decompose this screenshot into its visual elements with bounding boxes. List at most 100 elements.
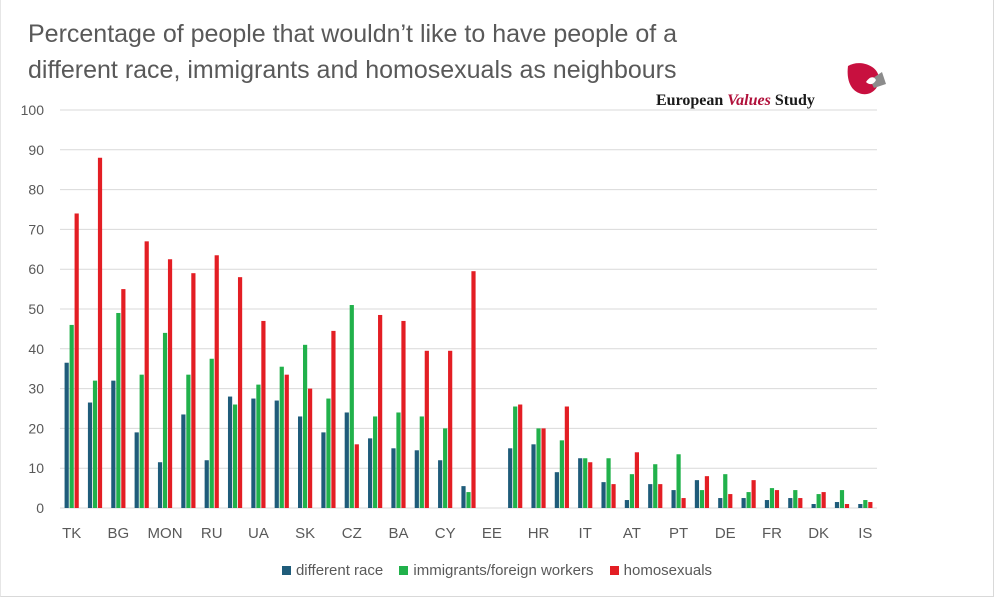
bar-homosexuals-25 [658,484,663,508]
y-tick-label-10: 10 [28,460,44,476]
x-tick-label-at: AT [623,525,641,542]
bar-homosexuals-19 [518,404,523,508]
bar-different-race-6 [204,460,209,508]
bar-different-race-32 [811,504,816,508]
brand-part-2: Values [727,92,771,109]
bar-immigrants-foreign-workers-33 [839,490,845,508]
european-values-study-logo-icon [844,62,890,98]
bar-homosexuals-27 [704,476,710,508]
bar-homosexuals-14 [401,320,406,508]
bar-immigrants-foreign-workers-10 [303,344,308,508]
bar-immigrants-foreign-workers-34 [863,500,868,508]
bar-homosexuals-1 [97,157,103,508]
bar-homosexuals-0 [74,213,79,509]
x-tick-label-fr: FR [762,525,782,542]
legend-label-homosexuals: homosexuals [623,562,713,579]
bar-immigrants-foreign-workers-31 [793,490,798,508]
bar-homosexuals-4 [167,259,173,508]
x-tick-label-tk: TK [62,525,81,542]
legend-swatch-immigrants [399,566,409,575]
bar-different-race-25 [648,484,653,508]
y-tick-label-40: 40 [28,341,44,357]
bar-homosexuals-20 [541,428,546,508]
bar-different-race-11 [321,432,326,508]
bar-different-race-14 [391,448,396,508]
bar-immigrants-foreign-workers-1 [92,380,98,508]
bar-immigrants-foreign-workers-4 [162,332,168,508]
x-tick-label-hr: HR [528,525,550,542]
bar-homosexuals-24 [634,452,639,508]
legend-item-homosexuals: homosexuals [609,562,713,579]
bar-different-race-27 [694,480,700,508]
bar-immigrants-foreign-workers-28 [723,474,728,508]
bar-different-race-10 [298,416,303,508]
bar-homosexuals-13 [378,314,383,508]
bar-immigrants-foreign-workers-20 [536,428,541,508]
bar-homosexuals-9 [284,374,289,508]
bar-different-race-34 [858,504,863,508]
y-tick-label-20: 20 [28,420,44,436]
bar-homosexuals-12 [354,444,359,508]
bar-homosexuals-17 [471,271,476,508]
bar-homosexuals-8 [261,320,266,508]
bar-different-race-21 [554,472,559,508]
bar-immigrants-foreign-workers-29 [746,492,751,508]
x-tick-label-ru: RU [201,525,223,542]
bar-different-race-7 [227,396,233,508]
bar-different-race-20 [531,444,536,508]
bar-immigrants-foreign-workers-6 [209,358,214,508]
y-tick-label-30: 30 [28,381,44,397]
bar-homosexuals-21 [564,406,569,508]
legend-label-different-race: different race [295,562,384,579]
bar-homosexuals-22 [588,462,593,508]
bar-immigrants-foreign-workers-27 [699,490,705,508]
legend-label-immigrants: immigrants/foreign workers [413,562,594,579]
bar-homosexuals-5 [191,273,196,508]
bar-homosexuals-30 [774,490,780,508]
bar-different-race-29 [741,498,746,508]
bar-different-race-9 [274,400,279,508]
bar-homosexuals-7 [237,277,243,508]
chart-title-line-2: different race, immigrants and homosexua… [28,56,677,84]
bar-different-race-26 [671,490,676,508]
chart-title: Percentage of people that wouldn’t like … [28,16,728,88]
bar-immigrants-foreign-workers-24 [629,474,634,508]
bar-homosexuals-16 [448,350,453,508]
x-tick-label-de: DE [715,525,736,542]
y-tick-label-60: 60 [28,261,44,277]
bar-different-race-30 [764,500,770,508]
bar-immigrants-foreign-workers-0 [69,324,74,508]
bar-different-race-17 [461,486,466,508]
legend: different race immigrants/foreign worker… [0,562,994,579]
bar-immigrants-foreign-workers-9 [279,366,284,508]
bar-different-race-23 [601,482,606,508]
bar-immigrants-foreign-workers-14 [396,412,401,508]
bar-immigrants-foreign-workers-21 [559,440,564,508]
bar-homosexuals-31 [798,498,803,508]
brand-part-1: European [656,92,728,109]
x-tick-label-is: IS [858,525,872,542]
x-tick-label-cz: CZ [342,525,362,542]
bar-homosexuals-3 [144,241,149,508]
bar-immigrants-foreign-workers-5 [186,374,191,508]
y-tick-label-0: 0 [36,500,44,516]
legend-item-immigrants: immigrants/foreign workers [399,562,593,579]
x-tick-label-ba: BA [388,525,408,542]
bar-different-race-12 [344,412,349,508]
bar-different-race-0 [64,362,69,508]
bar-homosexuals-2 [121,289,126,508]
legend-swatch-homosexuals [609,566,619,575]
chart-title-line-1: Percentage of people that wouldn’t like … [28,20,678,48]
bar-immigrants-foreign-workers-8 [256,384,261,508]
y-tick-label-90: 90 [28,142,44,158]
bar-immigrants-foreign-workers-15 [419,416,424,508]
bar-homosexuals-34 [868,502,873,508]
y-tick-label-80: 80 [28,182,44,198]
bar-different-race-24 [624,500,629,508]
bar-different-race-8 [251,398,256,508]
bar-different-race-13 [368,438,373,508]
bar-different-race-28 [718,498,723,508]
x-tick-label-pt: PT [669,525,688,542]
bar-different-race-15 [414,450,419,508]
